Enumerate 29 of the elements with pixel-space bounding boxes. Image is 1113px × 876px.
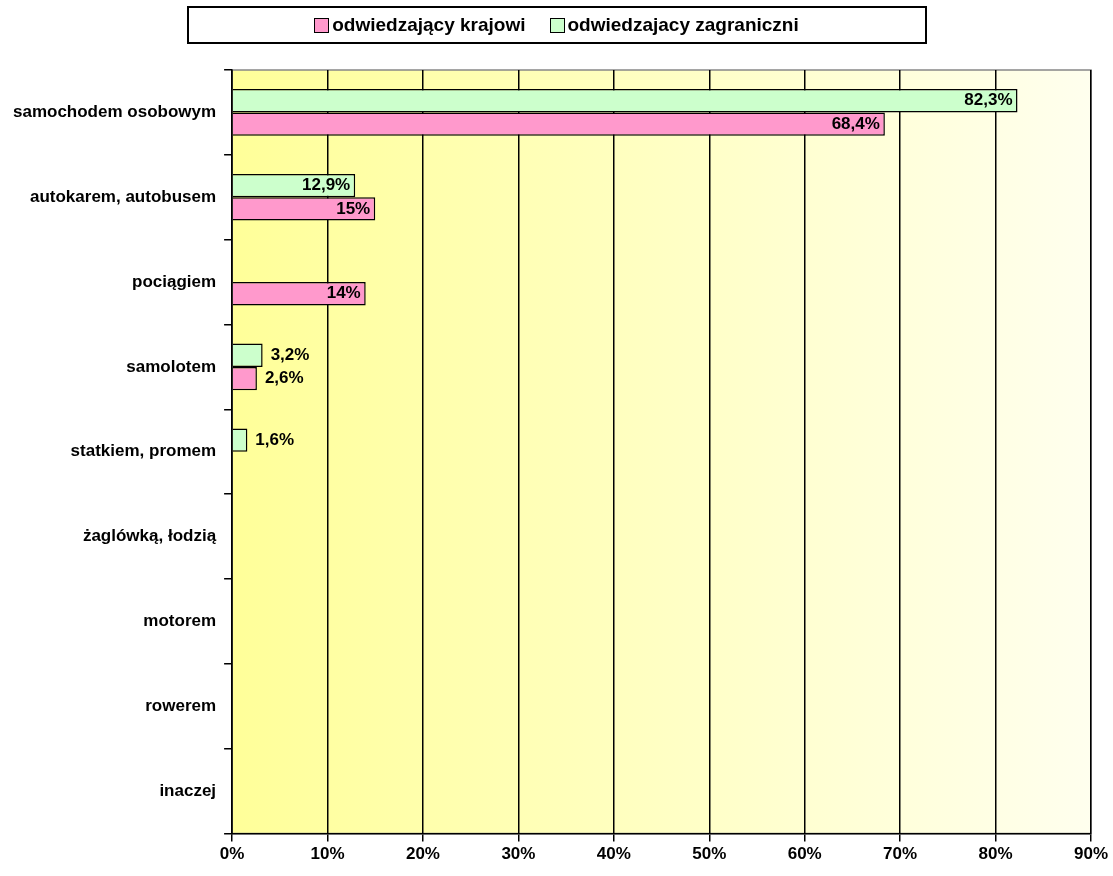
x-tick-label: 50%: [692, 844, 727, 864]
x-tick-label: 0%: [219, 844, 245, 864]
x-tick-label: 90%: [1073, 844, 1109, 864]
data-label: 68,4%: [831, 113, 880, 133]
text: odwiedzający krajowi: [332, 14, 526, 36]
y-tick-label: rowerem: [145, 696, 217, 716]
x-tick-label: 60%: [787, 844, 822, 864]
x-tick-label: 70%: [883, 844, 918, 864]
y-tick-label: samochodem osobowym: [12, 102, 217, 122]
x-tick-label: 20%: [405, 844, 440, 864]
x-tick-label: 40%: [596, 844, 631, 864]
data-label: 14%: [326, 283, 361, 303]
x-tick-label: 80%: [978, 844, 1013, 864]
data-label: 12,9%: [302, 175, 351, 195]
y-tick-label: statkiem, promem: [70, 441, 217, 461]
data-label: 15%: [336, 198, 371, 218]
y-tick-label: motorem: [143, 611, 217, 631]
legend-label: odwiedzajacy zagraniczni: [567, 14, 799, 36]
x-tick-label: 30%: [501, 844, 536, 864]
data-label: 1,6%: [255, 429, 295, 449]
y-tick-label: autokarem, autobusem: [29, 186, 217, 206]
data-label: 3,2%: [270, 344, 310, 364]
y-tick-label: żaglówką, łodzią: [82, 526, 217, 546]
x-tick-label: 10%: [310, 844, 345, 864]
y-tick-label: inaczej: [159, 780, 217, 800]
y-tick-label: pociągiem: [132, 271, 217, 291]
data-label: 82,3%: [964, 90, 1013, 110]
data-label: 2,6%: [264, 368, 304, 388]
y-tick-label: samolotem: [126, 356, 217, 376]
